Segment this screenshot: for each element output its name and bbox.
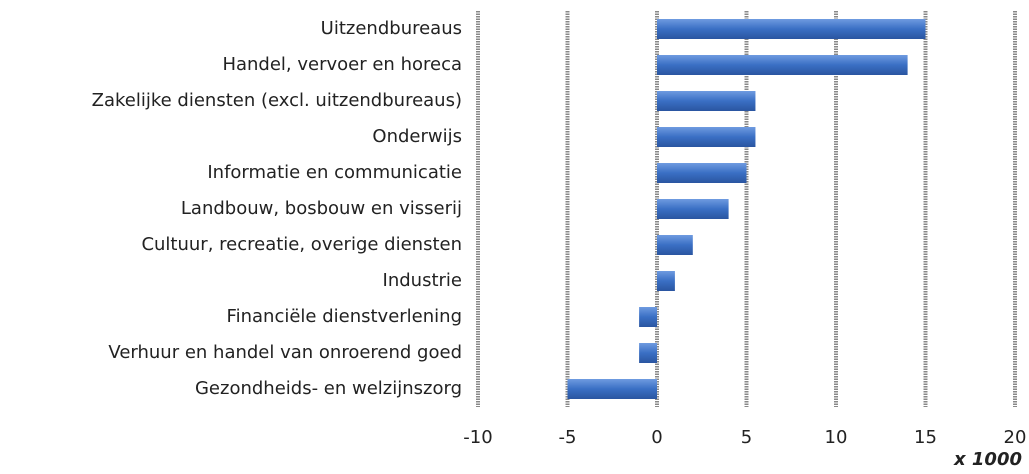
bar xyxy=(657,127,756,147)
x-tick-label: 0 xyxy=(651,427,662,448)
x-unit-label: x 1000 xyxy=(953,449,1022,470)
bar xyxy=(639,307,657,327)
bar xyxy=(657,91,756,111)
bar xyxy=(639,343,657,363)
bar xyxy=(657,55,908,75)
bar xyxy=(567,379,657,399)
bar xyxy=(657,235,693,255)
bar xyxy=(657,19,926,39)
y-tick-label: Handel, vervoer en horeca xyxy=(222,54,462,75)
bar xyxy=(657,271,675,291)
x-tick-label: -5 xyxy=(559,427,577,448)
bar xyxy=(657,163,747,183)
x-tick-label: 10 xyxy=(825,427,848,448)
x-tick-label: 5 xyxy=(741,427,752,448)
y-tick-label: Gezondheids- en welzijnszorg xyxy=(195,378,462,399)
x-tick-label: 15 xyxy=(914,427,937,448)
x-tick-label: 20 xyxy=(1004,427,1027,448)
y-tick-label: Uitzendbureaus xyxy=(321,18,462,39)
y-tick-label: Onderwijs xyxy=(372,126,462,147)
y-tick-label: Informatie en communicatie xyxy=(207,162,462,183)
y-tick-label: Financiële dienstverlening xyxy=(227,306,462,327)
y-tick-label: Industrie xyxy=(383,270,462,291)
x-tick-label: -10 xyxy=(463,427,492,448)
y-tick-label: Landbouw, bosbouw en visserij xyxy=(181,198,462,219)
y-tick-label: Zakelijke diensten (excl. uitzendbureaus… xyxy=(92,90,462,111)
y-tick-label: Verhuur en handel van onroerend goed xyxy=(108,342,462,363)
bar xyxy=(657,199,729,219)
y-tick-label: Cultuur, recreatie, overige diensten xyxy=(141,234,462,255)
